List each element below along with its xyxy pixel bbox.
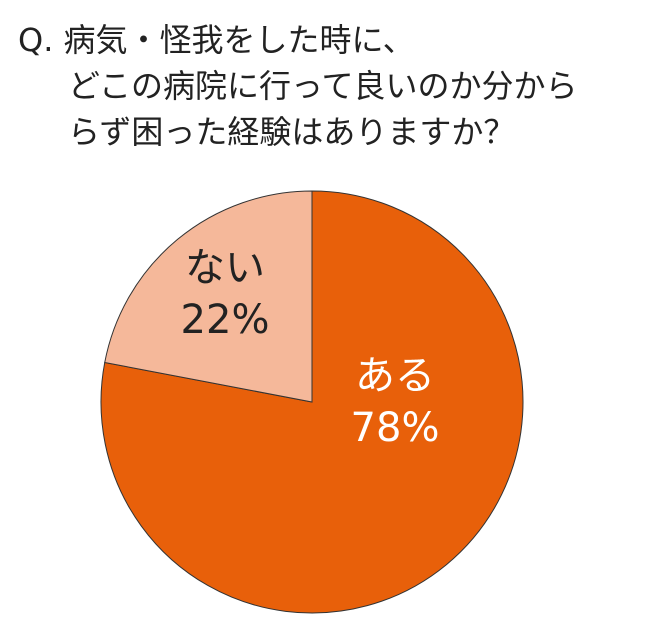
value-label: 22% [181,297,270,343]
chart-title: らず困った経験はありますか？ [68,113,515,151]
chart-title: Q. 病気・怪我をした時に、 [18,21,415,59]
value-label: 78% [351,405,440,451]
slice-label: ある [355,353,435,399]
chart-title: どこの病院に行って良いのか分から [68,67,577,105]
slice-label: ない [185,245,265,291]
pie-slice [104,190,313,403]
